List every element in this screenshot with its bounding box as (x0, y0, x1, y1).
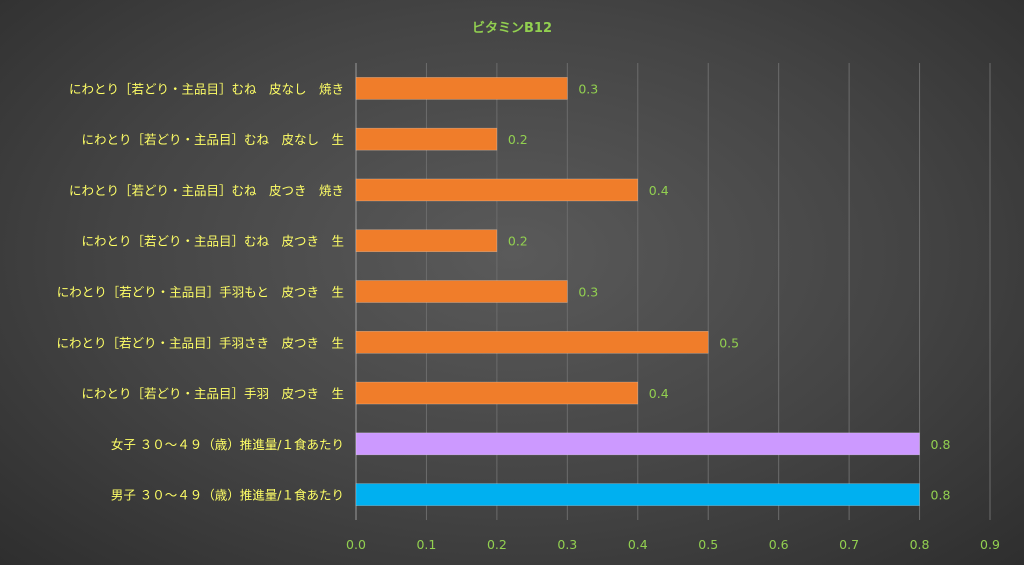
x-tick-label: 0.4 (628, 537, 648, 552)
data-label: 0.3 (578, 285, 598, 300)
category-label: にわとり［若どり・主品目］むね 皮なし 焼き (69, 81, 344, 96)
category-label: 男子 ３０～４９（歳）推進量/１食あたり (111, 488, 344, 503)
x-tick-label: 0.9 (980, 537, 1000, 552)
x-tick-label: 0.0 (346, 537, 366, 552)
bars (355, 77, 920, 506)
bar (355, 483, 920, 506)
x-tick-label: 0.6 (769, 537, 789, 552)
x-tick-label: 0.5 (698, 537, 718, 552)
data-label: 0.8 (931, 437, 951, 452)
category-label: にわとり［若どり・主品目］手羽さき 皮つき 生 (56, 335, 344, 350)
bar (355, 381, 639, 405)
bar (355, 178, 639, 202)
data-label: 0.4 (649, 183, 669, 198)
bar (355, 77, 568, 100)
bar (355, 330, 709, 354)
data-label: 0.2 (508, 132, 528, 147)
bar (355, 127, 498, 151)
category-label: にわとり［若どり・主品目］手羽もと 皮つき 生 (57, 285, 344, 300)
data-label: 0.8 (931, 488, 951, 503)
category-label: にわとり［若どり・主品目］むね 皮なし 生 (81, 132, 344, 147)
data-label: 0.3 (578, 81, 598, 96)
x-tick-label: 0.8 (910, 537, 930, 552)
x-tick-label: 0.2 (487, 537, 507, 552)
data-label: 0.4 (649, 386, 669, 401)
data-label: 0.2 (508, 234, 528, 249)
data-labels: 0.3 0.2 0.4 0.2 0.3 0.5 0.4 0.8 0.8 (508, 81, 951, 502)
category-label: 女子 ３０～４９（歳）推進量/１食あたり (111, 437, 344, 452)
category-label: にわとり［若どり・主品目］むね 皮つき 焼き (69, 183, 344, 198)
category-label: にわとり［若どり・主品目］むね 皮つき 生 (81, 234, 344, 249)
x-tick-label: 0.7 (839, 537, 859, 552)
bar (355, 229, 498, 253)
x-axis-ticks: 0.0 0.1 0.2 0.3 0.4 0.5 0.6 0.7 0.8 0.9 (346, 537, 1000, 552)
category-label: にわとり［若どり・主品目］手羽 皮つき 生 (81, 386, 344, 401)
x-tick-label: 0.3 (557, 537, 577, 552)
data-label: 0.5 (719, 335, 739, 350)
chart-title: ビタミンB12 (472, 20, 552, 36)
bar (355, 280, 568, 303)
bar (355, 432, 920, 456)
x-tick-label: 0.1 (416, 537, 436, 552)
